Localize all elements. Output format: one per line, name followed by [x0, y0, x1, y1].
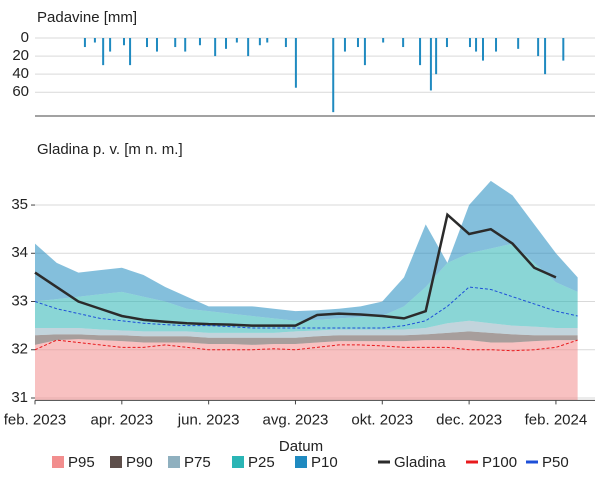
- legend-swatch: [52, 456, 64, 468]
- y-tick-label: 33: [11, 292, 28, 309]
- y-tick-label: 31: [11, 389, 28, 406]
- legend-label: P75: [184, 454, 211, 471]
- precip-bar: [122, 38, 125, 46]
- legend-label: P100: [482, 454, 517, 471]
- precip-bar: [468, 38, 471, 48]
- precip-bar: [332, 38, 335, 113]
- precip-bar: [129, 38, 132, 66]
- precip-bar: [537, 38, 540, 57]
- precip-axis-title: Padavine [mm]: [37, 9, 137, 26]
- x-tick-label: feb. 2023: [4, 411, 67, 428]
- precip-bar: [544, 38, 547, 75]
- precip-bar: [517, 38, 520, 49]
- band-area: [35, 339, 578, 401]
- legend-swatch: [110, 456, 122, 468]
- x-tick-label: okt. 2023: [351, 411, 413, 428]
- x-tick-label: jun. 2023: [177, 411, 240, 428]
- precip-bar: [214, 38, 217, 57]
- precip-bar: [482, 38, 484, 61]
- band-area: [35, 331, 578, 345]
- level-axis-title: Gladina p. v. [m n. m.]: [37, 141, 183, 158]
- y-tick-label: 32: [11, 341, 28, 358]
- precip-bar: [435, 38, 438, 75]
- precip-bar: [382, 38, 385, 43]
- precip-bar: [109, 38, 112, 52]
- precip-bar: [146, 38, 148, 48]
- band-area: [35, 243, 578, 333]
- precip-bar: [419, 38, 422, 66]
- precip-bar: [294, 38, 297, 88]
- precip-bar: [225, 38, 228, 49]
- band-area: [35, 180, 578, 321]
- x-tick-label: avg. 2023: [263, 411, 329, 428]
- y-tick-label: 60: [12, 83, 29, 100]
- y-tick-label: 20: [12, 47, 29, 64]
- precip-bar: [562, 38, 565, 61]
- legend-swatch: [232, 456, 244, 468]
- precip-bar: [356, 38, 359, 48]
- level-line: [34, 212, 557, 327]
- precip-bar: [174, 38, 177, 48]
- precip-bar: [184, 38, 187, 52]
- x-axis-title: Datum: [279, 438, 323, 455]
- y-tick-label: 40: [12, 65, 29, 82]
- precip-bar: [402, 38, 405, 48]
- y-tick-label: 34: [11, 244, 28, 261]
- precip-bar: [93, 38, 96, 43]
- precip-bar: [495, 38, 498, 52]
- level-line: [34, 286, 578, 329]
- precip-bar: [363, 38, 366, 66]
- legend-label: P10: [311, 454, 338, 471]
- precip-bar: [343, 38, 346, 52]
- precip-bar: [155, 38, 158, 52]
- y-tick-label: 35: [11, 196, 28, 213]
- precip-bar: [102, 38, 105, 66]
- x-tick-label: apr. 2023: [91, 411, 154, 428]
- x-tick-label: dec. 2023: [436, 411, 502, 428]
- precip-bar: [475, 38, 478, 52]
- band-area: [35, 320, 578, 338]
- legend-label: Gladina: [394, 454, 446, 471]
- y-tick-label: 0: [21, 29, 29, 46]
- precip-bar: [235, 38, 238, 43]
- legend-label: P95: [68, 454, 95, 471]
- precip-bar: [198, 38, 201, 46]
- legend-label: P25: [248, 454, 275, 471]
- precip-bar: [266, 38, 269, 43]
- precip-bar: [247, 38, 250, 57]
- legend-swatch: [295, 456, 307, 468]
- precip-bar: [83, 38, 86, 48]
- x-tick-label: feb. 2024: [525, 411, 588, 428]
- precip-bar: [258, 38, 261, 46]
- legend-label: P90: [126, 454, 153, 471]
- legend-label: P50: [542, 454, 569, 471]
- precip-bar: [429, 38, 432, 91]
- precip-bar: [284, 38, 287, 48]
- precip-bar: [445, 38, 448, 48]
- legend-swatch: [168, 456, 180, 468]
- level-line: [34, 339, 578, 352]
